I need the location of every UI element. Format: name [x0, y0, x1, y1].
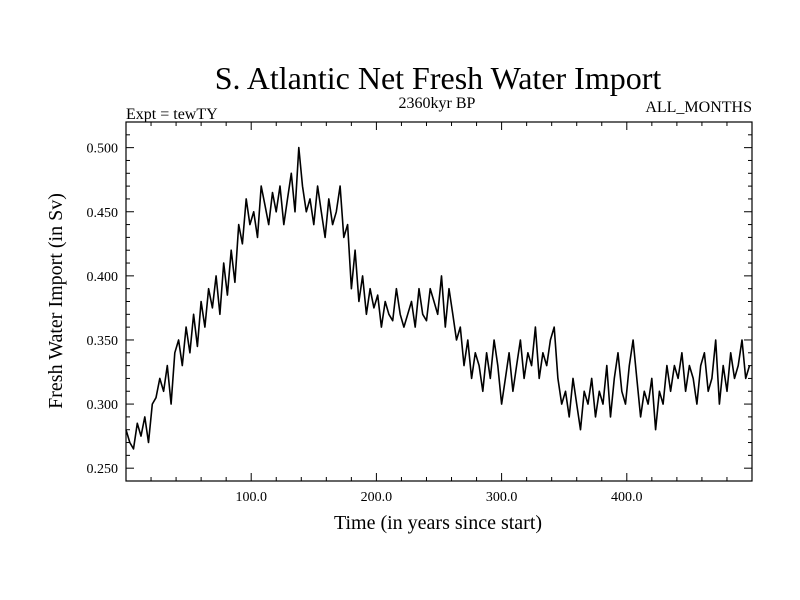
- experiment-label: Expt = tewTY: [126, 106, 218, 123]
- x-axis-label: Time (in years since start): [334, 512, 542, 534]
- axis-ticks: 0.250 0.300 0.350 0.400 0.450 0.500 100.0 200.0…: [87, 121, 752, 505]
- x-tick-label: 200.0: [361, 490, 393, 505]
- y-tick-label: 0.500: [87, 142, 119, 157]
- y-tick-label: 0.350: [87, 334, 119, 349]
- y-tick-label: 0.400: [87, 270, 119, 285]
- x-tick-label: 400.0: [611, 490, 643, 505]
- series-line-0: [125, 146, 751, 450]
- chart-title: S. Atlantic Net Fresh Water Import: [215, 60, 662, 96]
- plot-area: [125, 146, 751, 450]
- period-label: 2360kyr BP: [399, 95, 476, 112]
- y-tick-label: 0.450: [87, 206, 119, 221]
- y-tick-label: 0.300: [87, 398, 119, 413]
- x-tick-label: 100.0: [235, 490, 267, 505]
- y-tick-label: 0.250: [87, 462, 119, 477]
- y-axis-label: Fresh Water Import (in Sv): [45, 193, 67, 409]
- months-label: ALL_MONTHS: [645, 99, 752, 116]
- x-tick-label: 300.0: [486, 490, 518, 505]
